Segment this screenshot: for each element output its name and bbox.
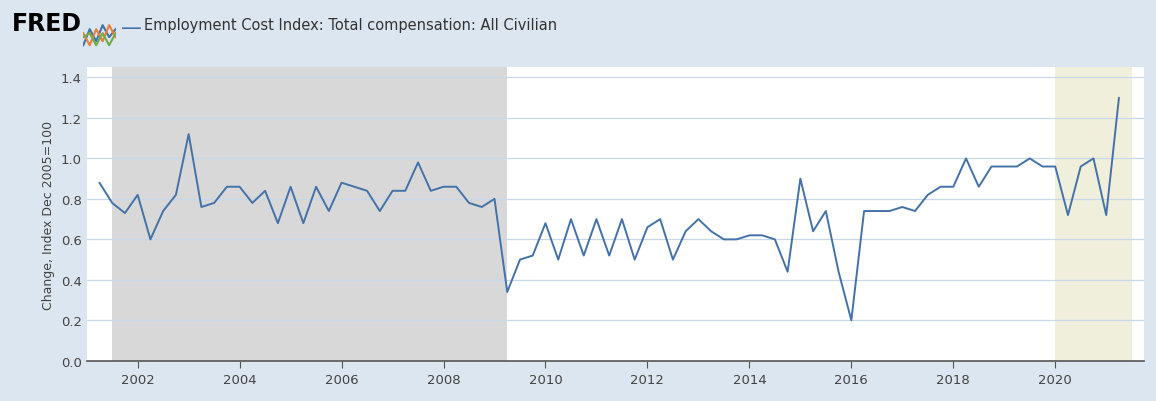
Text: Employment Cost Index: Total compensation: All Civilian: Employment Cost Index: Total compensatio…	[144, 18, 557, 33]
Text: FRED: FRED	[12, 12, 82, 36]
Bar	[1055, 68, 1132, 361]
Bar	[112, 68, 507, 361]
Y-axis label: Change, Index Dec 2005=100: Change, Index Dec 2005=100	[42, 120, 55, 309]
Text: —: —	[121, 18, 142, 38]
